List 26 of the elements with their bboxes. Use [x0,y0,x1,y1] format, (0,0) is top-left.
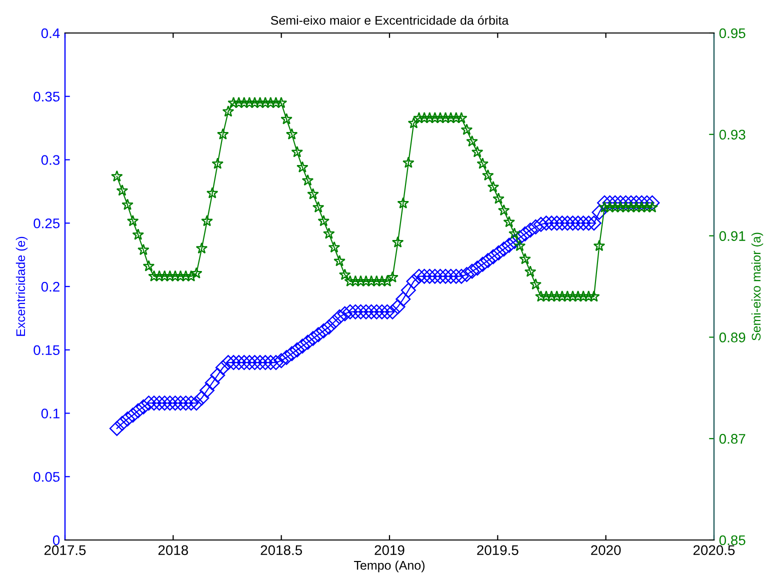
y-tick-label: 0 [52,535,60,546]
y-tick-label: 0.35 [34,92,60,102]
x-tick-label: 2020.5 [693,545,735,556]
y2-tick-label: 0.93 [719,130,746,140]
y2-tick-label: 0.89 [719,332,746,342]
y-tick-label: 0.2 [41,282,60,292]
x-tick-label: 2017.5 [44,545,86,556]
y2-tick-label: 0.95 [719,28,746,38]
y2-tick-label: 0.85 [719,535,746,546]
y-tick-label: 0.4 [41,28,60,38]
x-tick-label: 2019.5 [477,545,518,556]
y2-tick-label: 0.91 [719,231,746,241]
chart-title: Semi-eixo maior e Excentricidade da órbita [270,15,509,25]
x-axis-title: Tempo (Ano) [354,560,425,572]
y-tick-label: 0.3 [41,155,60,165]
y-tick-label: 0.25 [34,218,60,228]
x-tick-label: 2019 [374,545,404,556]
x-tick-label: 2018 [158,545,188,556]
y-tick-label: 0.1 [41,408,60,418]
y2-tick-label: 0.87 [719,434,746,444]
x-tick-label: 2018.5 [260,545,302,556]
y-axis-title: Excentricidade (e) [16,236,28,336]
x-tick-label: 2020 [591,545,621,556]
y2-axis-title: Semi-eixo maior (a) [751,232,764,340]
y-tick-label: 0.05 [34,472,60,482]
y-tick-label: 0.15 [34,345,60,356]
